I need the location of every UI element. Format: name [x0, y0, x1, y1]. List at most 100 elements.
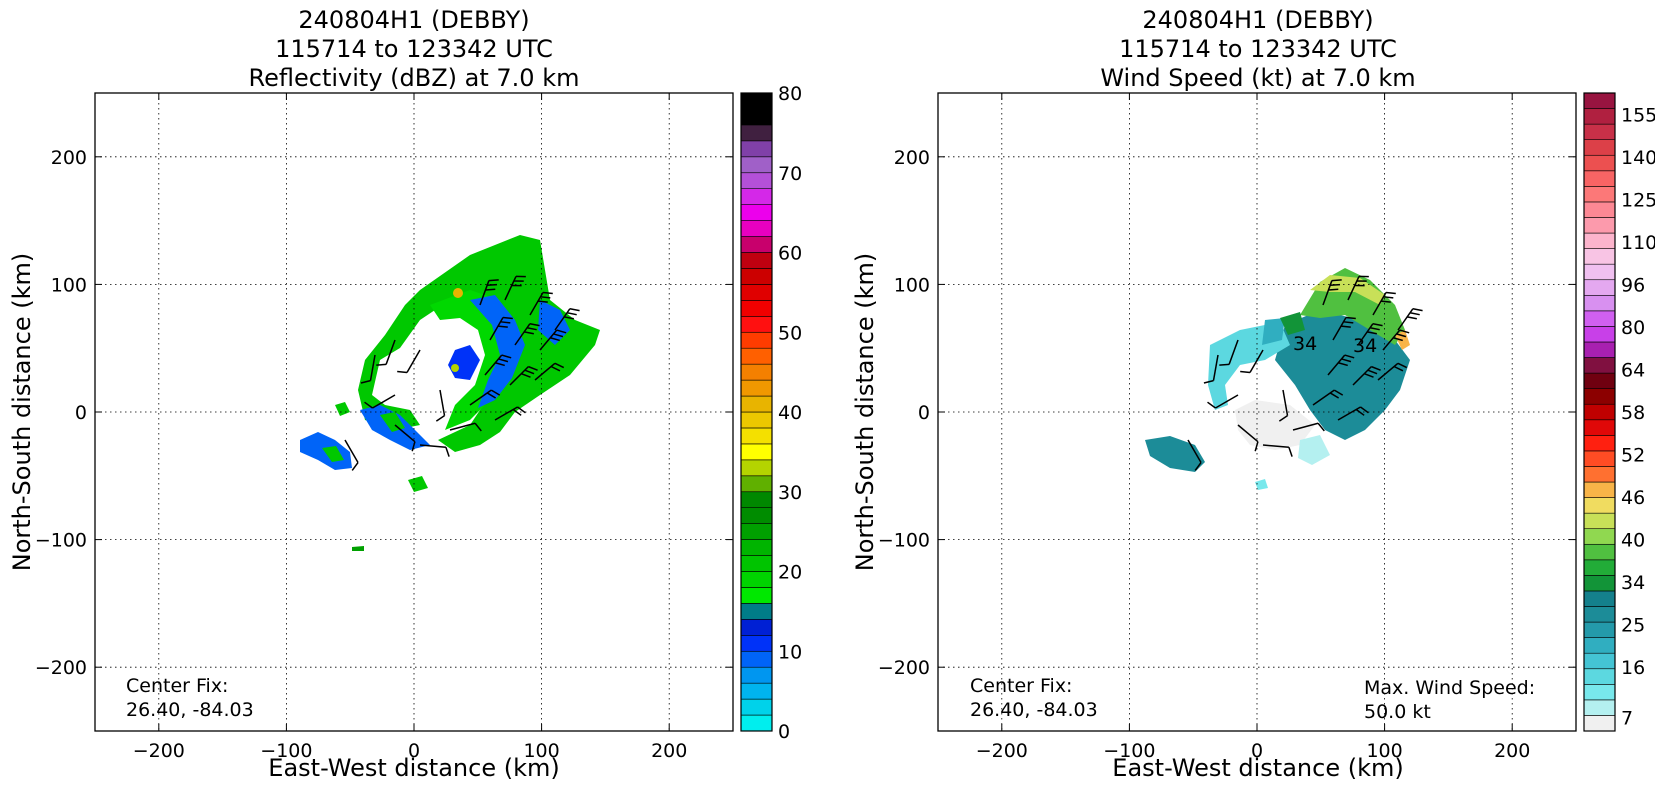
reflectivity-xtick-label: 0	[408, 740, 420, 762]
wind-colorbar-segment	[1583, 139, 1616, 156]
reflectivity-colorbar-segment	[740, 555, 773, 572]
reflectivity-ticks: −200 −100 0 100 200 −200 −100 0 100 200	[35, 93, 733, 762]
wind-cyan-band-west	[1208, 322, 1290, 410]
reflectivity-ytick-label: 100	[51, 274, 87, 296]
reflectivity-colorbar-frame	[740, 92, 773, 732]
wind-colorbar-segment	[1583, 279, 1616, 296]
wind-colorbar-segment	[1583, 357, 1616, 374]
wind-teal-core	[1275, 310, 1410, 440]
wind-ytick-label: 0	[918, 402, 930, 424]
wind-wind-barb	[1352, 365, 1381, 386]
reflectivity-colorbar-tick-label: 40	[778, 402, 802, 424]
reflectivity-colorbar-segment	[740, 331, 773, 349]
wind-colorbar-segment	[1583, 543, 1616, 561]
reflectivity-ytick-label: −100	[35, 530, 87, 552]
wind-max-speed-label: Max. Wind Speed:	[1364, 677, 1535, 699]
reflectivity-colorbar-segment	[740, 315, 773, 333]
wind-colorbar-segment	[1583, 92, 1616, 109]
wind-colorbar-segment	[1583, 310, 1616, 327]
reflectivity-wind-barb	[397, 349, 421, 374]
reflectivity-colorbar-segment	[740, 108, 773, 126]
reflectivity-wind-barb	[509, 365, 538, 386]
wind-colorbar-tick-label: 25	[1621, 615, 1645, 637]
reflectivity-wind-barb	[479, 279, 499, 306]
wind-colorbar-segment	[1583, 466, 1616, 483]
wind-wind-barb	[1292, 422, 1325, 432]
wind-wind-barb	[1187, 439, 1202, 471]
wind-colorbar-segment	[1583, 419, 1616, 436]
wind-wind-barb	[1219, 339, 1239, 366]
reflectivity-colorbar-segment	[740, 300, 773, 317]
reflectivity-colorbar-segment	[740, 427, 773, 445]
wind-colorbar-segment	[1583, 388, 1616, 405]
wind-contour-label-2: 34	[1353, 335, 1377, 357]
reflectivity-title-line-1: 240804H1 (DEBBY)	[298, 6, 529, 34]
reflectivity-cell-far-south	[352, 546, 364, 551]
reflectivity-colorbar-segment	[740, 619, 773, 636]
reflectivity-ytick-label: 200	[51, 147, 87, 169]
wind-colorbar-segment	[1583, 684, 1616, 701]
reflectivity-wind-barb	[419, 444, 450, 457]
wind-cyan-cell-south	[1255, 479, 1268, 490]
reflectivity-wind-barb	[539, 329, 567, 351]
reflectivity-wind-barb	[449, 422, 482, 432]
reflectivity-title-line-3: Reflectivity (dBZ) at 7.0 km	[249, 64, 580, 92]
reflectivity-blue-eyewall	[470, 295, 525, 408]
wind-colorbar-segment	[1583, 170, 1616, 187]
wind-colorbar-tick-label: 46	[1621, 487, 1645, 509]
reflectivity-colorbar-segment	[740, 666, 773, 684]
reflectivity-colorbar-segment	[740, 475, 773, 493]
wind-colorbar-segment	[1583, 590, 1616, 607]
reflectivity-green-patch-south	[380, 412, 405, 432]
reflectivity-xtick-label: 100	[523, 740, 559, 762]
wind-colorbar-tick-label: 110	[1621, 232, 1655, 254]
wind-colorbar-tick-label: 96	[1621, 274, 1645, 296]
reflectivity-ytick-label: −200	[35, 657, 87, 679]
wind-wind-barb	[1382, 329, 1410, 351]
reflectivity-colorbar-tick-label: 20	[778, 562, 802, 584]
reflectivity-colorbar-segment	[740, 204, 773, 221]
wind-wind-barb	[1347, 275, 1369, 301]
reflectivity-colorbar-segment	[740, 236, 773, 253]
wind-ytick-label: −100	[878, 530, 930, 552]
wind-colorbar-segment	[1583, 248, 1616, 265]
wind-wind-barb	[1278, 389, 1289, 422]
reflectivity-center-fix-value: 26.40, -84.03	[126, 699, 254, 721]
wind-teal-cell-west	[1145, 436, 1205, 472]
wind-wind-barb	[1322, 279, 1342, 306]
reflectivity-colorbar-segment	[740, 603, 773, 620]
reflectivity-colorbar-segment	[740, 507, 773, 524]
reflectivity-yellow-cell	[453, 288, 463, 298]
reflectivity-green-cell-west	[322, 446, 344, 462]
reflectivity-cell-small	[335, 402, 350, 416]
reflectivity-colorbar-segment	[740, 443, 773, 461]
wind-grid	[938, 93, 1576, 731]
reflectivity-wind-barb	[360, 354, 376, 384]
wind-colorbar-tick-label: 80	[1621, 317, 1645, 339]
reflectivity-panel: 240804H1 (DEBBY) 115714 to 123342 UTC Re…	[8, 6, 802, 782]
wind-colorbar-segment	[1583, 186, 1616, 203]
wind-colorbar-segment	[1583, 652, 1616, 670]
wind-colorbar-segment	[1583, 497, 1616, 514]
wind-colorbar-tick-label: 58	[1621, 402, 1645, 424]
wind-xtick-label: −200	[976, 740, 1028, 762]
wind-wind-barb	[1262, 444, 1293, 457]
wind-colorbar-tick-label: 64	[1621, 359, 1645, 381]
wind-yellow-band	[1310, 275, 1385, 305]
wind-colorbar-segment	[1583, 699, 1616, 716]
wind-wind-barb	[1327, 354, 1355, 376]
wind-colorbar-segment	[1583, 559, 1616, 576]
reflectivity-colorbar-segment	[740, 92, 773, 110]
wind-wind-barb	[1397, 307, 1423, 331]
reflectivity-yellow-cell-2	[451, 364, 459, 372]
reflectivity-colorbar-segment	[740, 714, 773, 732]
reflectivity-ylabel: North-South distance (km)	[8, 253, 36, 572]
reflectivity-colorbar-segment	[740, 156, 773, 174]
wind-colorbar-segment	[1583, 403, 1616, 421]
reflectivity-center-fix-label: Center Fix:	[126, 675, 228, 697]
wind-colorbar-segment	[1583, 232, 1616, 249]
reflectivity-wind-barb	[394, 424, 416, 452]
reflectivity-colorbar-segment	[740, 363, 773, 381]
wind-white-core	[1235, 400, 1315, 450]
reflectivity-colorbar-segment	[740, 411, 773, 429]
